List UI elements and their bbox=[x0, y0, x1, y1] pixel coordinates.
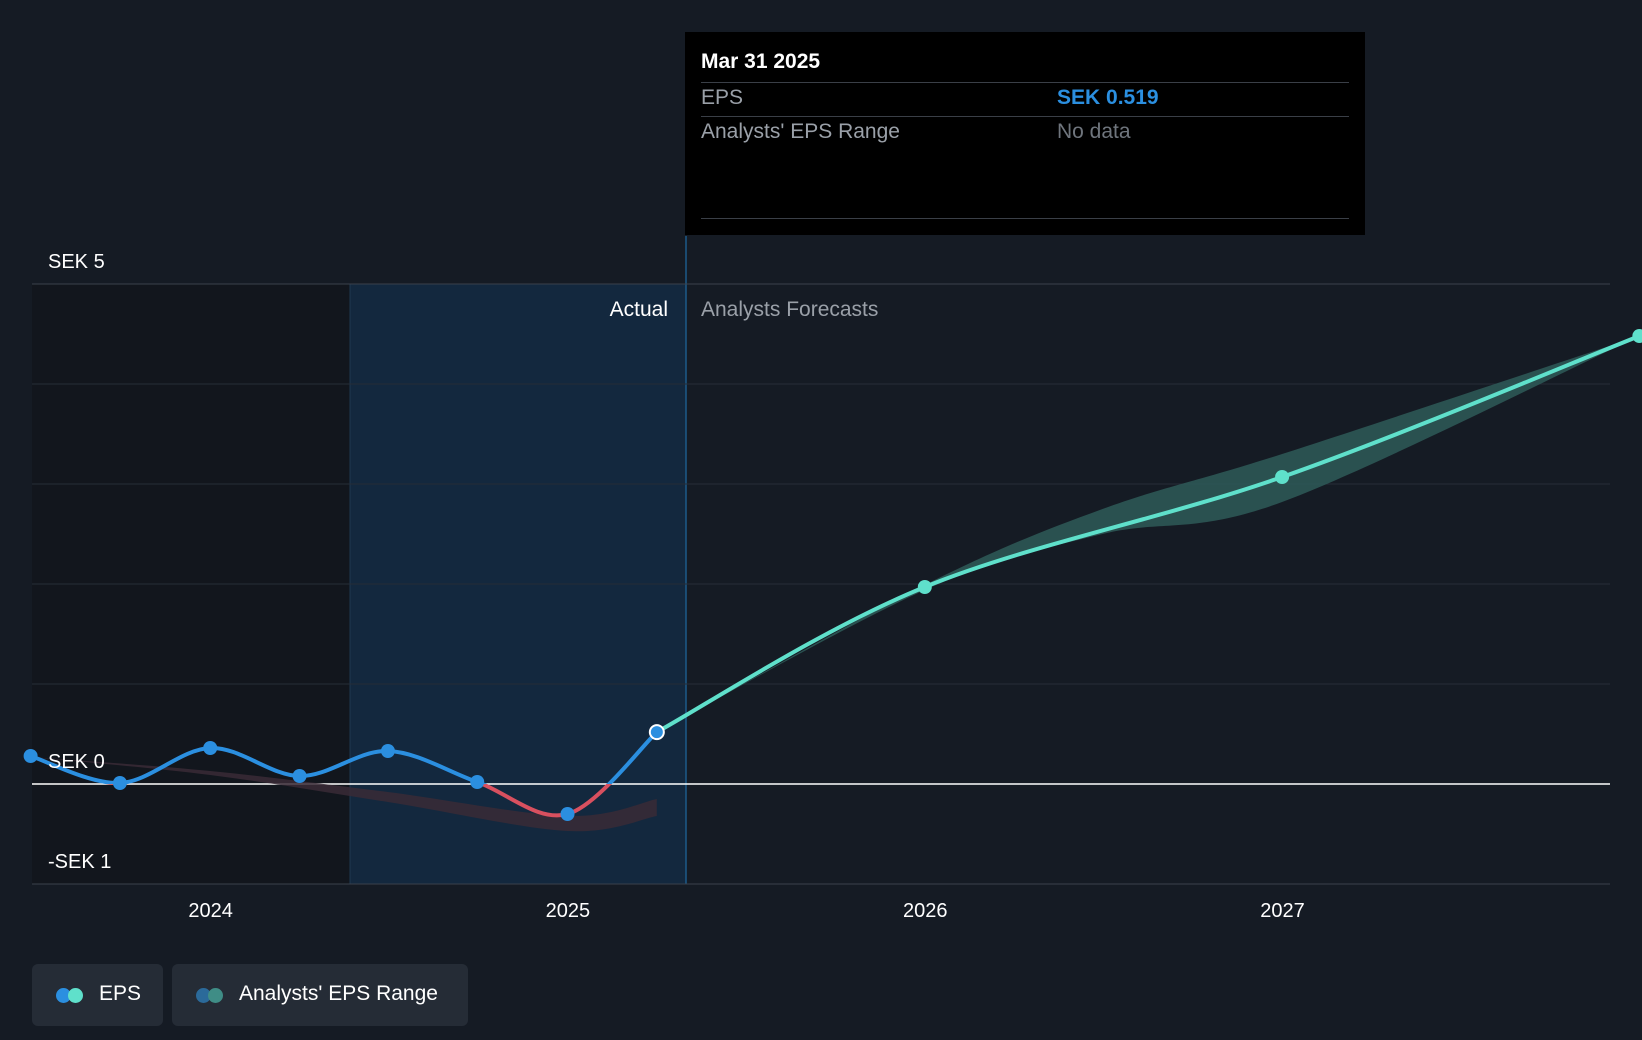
eps-point[interactable] bbox=[560, 807, 575, 821]
tooltip-divider bbox=[701, 218, 1349, 219]
eps-point[interactable] bbox=[23, 749, 38, 763]
eps-range-band-past bbox=[30, 757, 657, 832]
range-forecast-legend-icon bbox=[208, 988, 223, 1003]
range-legend-icon bbox=[196, 988, 211, 1003]
y-tick-label: SEK 0 bbox=[48, 751, 105, 773]
tooltip-range-key: Analysts' EPS Range bbox=[701, 120, 900, 143]
eps-line-actual bbox=[29, 730, 659, 784]
legend-label-eps-range: Analysts' EPS Range bbox=[239, 982, 438, 1005]
legend-item-eps-range[interactable]: Analysts' EPS Range bbox=[172, 964, 468, 1026]
eps-point[interactable] bbox=[112, 776, 127, 790]
eps-point[interactable] bbox=[203, 741, 218, 755]
eps-point[interactable] bbox=[292, 769, 307, 783]
tooltip-divider bbox=[701, 116, 1349, 117]
eps-highlight-point[interactable] bbox=[648, 724, 665, 741]
eps-legend-icon bbox=[56, 988, 71, 1003]
eps-point[interactable] bbox=[917, 580, 932, 594]
eps-line-forecast bbox=[655, 334, 1641, 734]
eps-point[interactable] bbox=[470, 775, 485, 789]
x-tick-label: 2026 bbox=[903, 900, 948, 922]
x-tick-label: 2024 bbox=[188, 900, 233, 922]
tooltip-range-value: No data bbox=[1057, 120, 1131, 143]
y-axis-labels: SEK 5 SEK 0 -SEK 1 bbox=[48, 251, 111, 873]
y-tick-label: -SEK 1 bbox=[48, 851, 111, 873]
tooltip-date: Mar 31 2025 bbox=[701, 50, 821, 73]
series-points bbox=[23, 329, 1642, 821]
tooltip-divider bbox=[701, 82, 1349, 83]
legend-item-eps[interactable]: EPS bbox=[32, 964, 163, 1026]
region-label-actual: Actual bbox=[610, 298, 668, 321]
eps-point[interactable] bbox=[1632, 329, 1642, 343]
x-axis-ticks: 2024 2025 2026 2027 bbox=[188, 900, 1304, 922]
data-tooltip: Mar 31 2025 EPS SEK 0.519 Analysts' EPS … bbox=[685, 32, 1365, 235]
eps-forecast-legend-icon bbox=[68, 988, 83, 1003]
region-label-forecast: Analysts Forecasts bbox=[701, 298, 878, 321]
tooltip-row-eps: EPS SEK 0.519 bbox=[701, 86, 1349, 116]
x-tick-label: 2025 bbox=[546, 900, 591, 922]
tooltip-eps-value: SEK 0.519 bbox=[1057, 86, 1159, 109]
tooltip-eps-key: EPS bbox=[701, 86, 744, 109]
gridlines bbox=[32, 283, 1610, 885]
eps-point[interactable] bbox=[1275, 470, 1290, 484]
tooltip-row-range: Analysts' EPS Range No data bbox=[701, 120, 1349, 150]
x-tick-label: 2027 bbox=[1260, 900, 1305, 922]
legend-label-eps: EPS bbox=[99, 982, 142, 1005]
eps-point[interactable] bbox=[380, 744, 395, 758]
y-tick-label: SEK 5 bbox=[48, 251, 105, 273]
